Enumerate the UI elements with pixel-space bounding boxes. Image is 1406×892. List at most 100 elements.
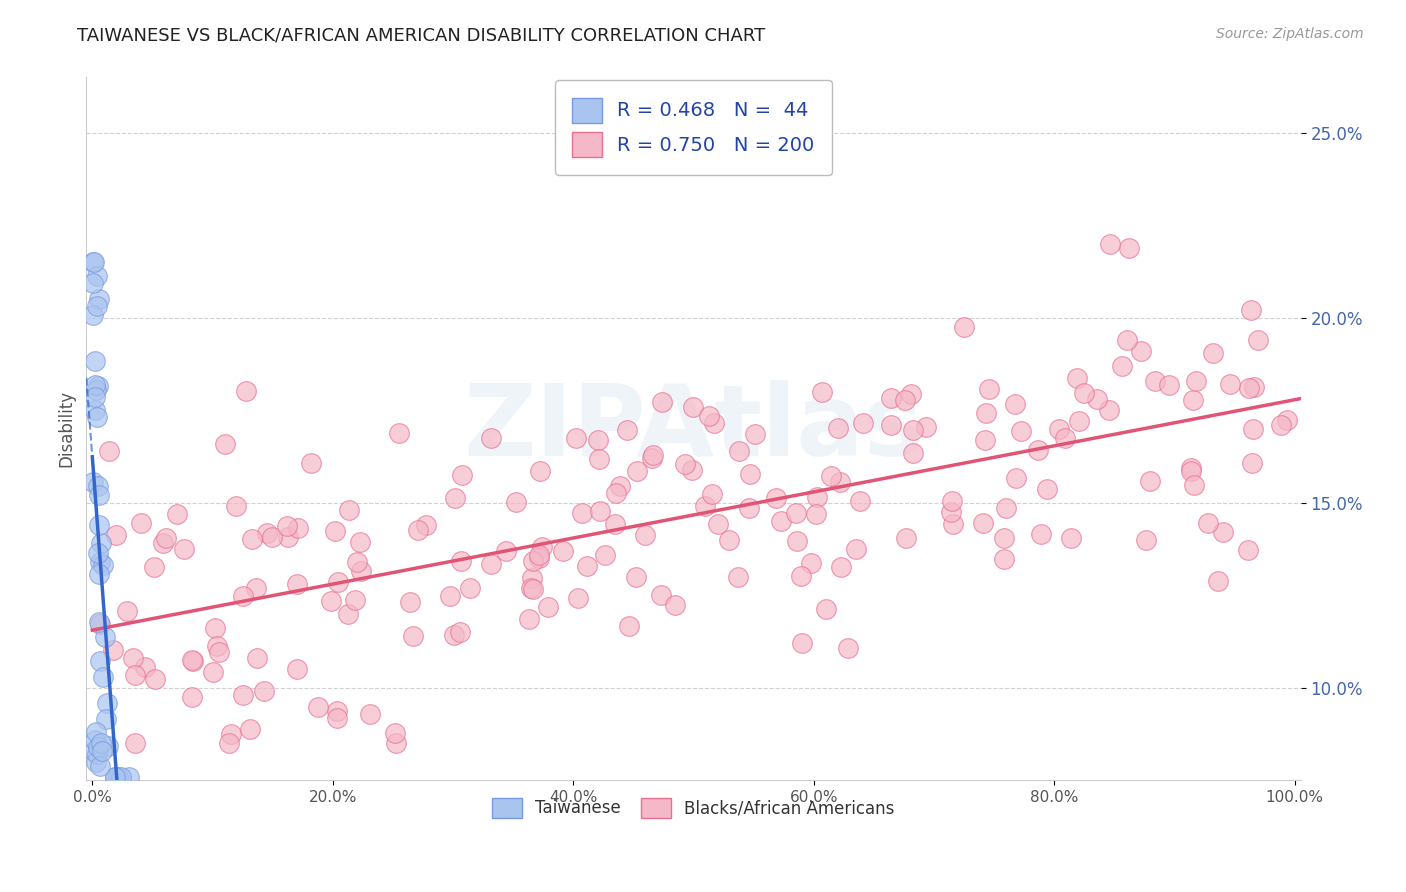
Point xyxy=(527,551,550,566)
Point xyxy=(82,308,104,322)
Point xyxy=(326,711,349,725)
Point xyxy=(738,467,761,481)
Point xyxy=(977,382,1000,396)
Point xyxy=(124,667,146,681)
Point xyxy=(588,503,610,517)
Point xyxy=(337,503,360,517)
Point xyxy=(765,491,787,505)
Point xyxy=(232,589,254,603)
Point xyxy=(1099,236,1122,251)
Point xyxy=(458,581,481,595)
Point xyxy=(1067,414,1090,428)
Point xyxy=(1240,456,1263,470)
Point xyxy=(828,475,851,490)
Point xyxy=(152,536,174,550)
Point xyxy=(993,532,1015,546)
Point xyxy=(571,506,593,520)
Point xyxy=(388,425,411,440)
Point xyxy=(87,487,110,501)
Point xyxy=(83,732,105,747)
Point xyxy=(697,409,720,423)
Point xyxy=(89,654,111,668)
Point xyxy=(180,690,202,704)
Point xyxy=(82,475,104,490)
Point xyxy=(253,684,276,698)
Point xyxy=(527,548,550,562)
Point xyxy=(641,451,664,466)
Point xyxy=(87,379,110,393)
Point xyxy=(522,553,544,567)
Point xyxy=(118,770,141,784)
Point xyxy=(993,552,1015,566)
Point xyxy=(789,569,811,583)
Point xyxy=(287,521,309,535)
Point xyxy=(83,403,105,417)
Point xyxy=(444,491,467,505)
Point xyxy=(804,508,827,522)
Point xyxy=(1185,374,1208,388)
Point xyxy=(276,519,298,533)
Point xyxy=(820,469,842,483)
Point xyxy=(520,571,543,585)
Point xyxy=(1180,464,1202,478)
Point xyxy=(107,770,129,784)
Point xyxy=(277,530,299,544)
Point xyxy=(449,624,471,639)
Text: Source: ZipAtlas.com: Source: ZipAtlas.com xyxy=(1216,27,1364,41)
Point xyxy=(693,499,716,513)
Point xyxy=(205,640,228,654)
Point xyxy=(142,559,165,574)
Point xyxy=(626,465,648,479)
Point xyxy=(408,524,430,538)
Point xyxy=(201,665,224,679)
Point xyxy=(181,655,204,669)
Point xyxy=(479,557,502,571)
Point xyxy=(479,431,502,445)
Point xyxy=(1206,574,1229,589)
Point xyxy=(700,487,723,501)
Legend: Taiwanese, Blacks/African Americans: Taiwanese, Blacks/African Americans xyxy=(485,791,901,825)
Point xyxy=(84,725,107,739)
Point xyxy=(89,616,111,631)
Point xyxy=(941,494,963,508)
Point xyxy=(115,604,138,618)
Point xyxy=(124,736,146,750)
Point xyxy=(96,696,118,710)
Point xyxy=(134,660,156,674)
Point xyxy=(593,548,616,562)
Point xyxy=(415,517,437,532)
Point xyxy=(105,528,128,542)
Point xyxy=(90,744,112,758)
Point xyxy=(86,299,108,313)
Point xyxy=(1111,359,1133,374)
Text: TAIWANESE VS BLACK/AFRICAN AMERICAN DISABILITY CORRELATION CHART: TAIWANESE VS BLACK/AFRICAN AMERICAN DISA… xyxy=(77,27,766,45)
Point xyxy=(131,516,153,531)
Point xyxy=(848,493,870,508)
Point xyxy=(1047,422,1070,436)
Point xyxy=(1159,378,1181,392)
Point xyxy=(718,533,741,547)
Point xyxy=(84,353,107,368)
Point xyxy=(1135,533,1157,547)
Point xyxy=(845,541,868,556)
Point xyxy=(214,437,236,451)
Point xyxy=(522,582,544,597)
Point xyxy=(973,433,995,447)
Point xyxy=(325,704,347,718)
Point xyxy=(101,643,124,657)
Point xyxy=(815,601,838,615)
Point xyxy=(894,531,917,545)
Point xyxy=(208,645,231,659)
Point xyxy=(104,770,127,784)
Point xyxy=(285,576,308,591)
Point xyxy=(86,747,108,762)
Point xyxy=(287,662,309,676)
Point xyxy=(900,387,922,401)
Point xyxy=(122,651,145,665)
Point xyxy=(225,499,247,513)
Point xyxy=(1066,371,1088,385)
Point xyxy=(634,528,657,542)
Point xyxy=(1098,403,1121,417)
Point xyxy=(87,478,110,492)
Point xyxy=(97,739,120,753)
